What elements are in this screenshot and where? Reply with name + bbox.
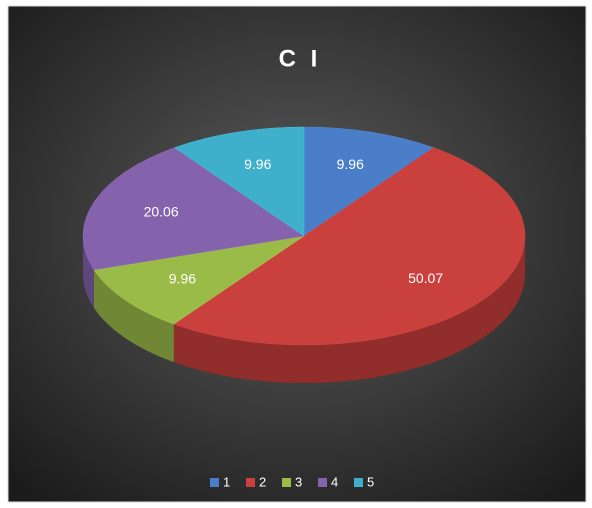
slice-side: [93, 269, 174, 363]
slice: [174, 126, 305, 237]
legend-swatch: [318, 478, 327, 487]
legend-swatch: [282, 478, 291, 487]
slice: [173, 147, 526, 346]
slice: [93, 235, 305, 325]
legend-label: 4: [331, 474, 338, 489]
data-label: 9.96: [169, 270, 196, 286]
legend-swatch: [354, 478, 363, 487]
legend-label: 1: [223, 474, 230, 489]
data-label: 9.96: [244, 156, 271, 172]
data-label: 50.07: [408, 270, 443, 286]
legend-label: 5: [367, 474, 374, 489]
data-label: 9.96: [337, 156, 364, 172]
slice-side: [173, 236, 525, 383]
data-label: 20.06: [144, 204, 179, 220]
legend-label: 3: [295, 474, 302, 489]
legend-swatch: [210, 478, 219, 487]
slice: [82, 147, 305, 271]
legend-swatch: [246, 478, 255, 487]
slice: [303, 126, 434, 237]
slice-side: [83, 236, 94, 308]
legend-label: 2: [259, 474, 266, 489]
chart-title: C I: [279, 45, 322, 72]
